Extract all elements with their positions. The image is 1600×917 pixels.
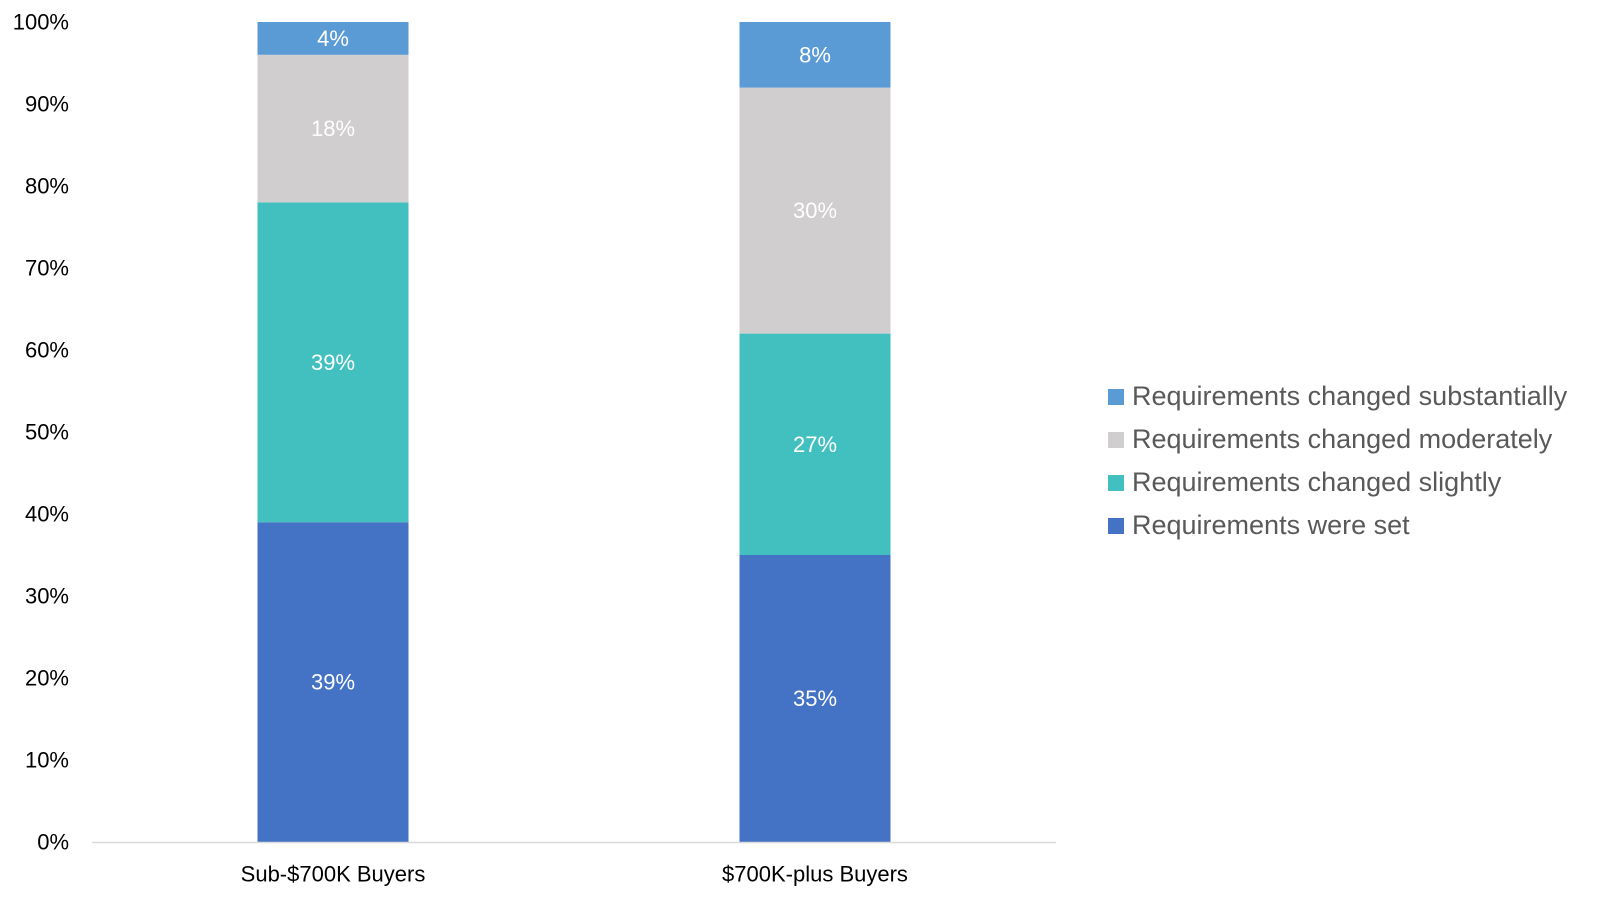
bar-segment	[739, 22, 891, 88]
bar-segment	[257, 202, 409, 523]
legend-item: Requirements changed moderately	[1108, 418, 1567, 461]
bar-segment	[739, 87, 891, 334]
bar-segment	[257, 54, 409, 203]
chart-legend: Requirements changed substantially Requir…	[1108, 375, 1567, 547]
y-tick-label: 50%	[25, 420, 69, 445]
y-tick-label: 70%	[25, 256, 69, 281]
data-label: 39%	[311, 350, 355, 375]
legend-label: Requirements changed substantially	[1132, 381, 1568, 411]
y-tick-label: 80%	[25, 174, 69, 199]
y-tick-label: 40%	[25, 502, 69, 527]
legend-label: Requirements changed moderately	[1132, 424, 1553, 454]
bar-segment	[257, 22, 409, 55]
y-tick-label: 20%	[25, 666, 69, 691]
legend-item: Requirements were set	[1108, 504, 1567, 547]
bar-segment	[739, 555, 891, 842]
data-label: 39%	[311, 670, 355, 695]
legend-swatch	[1108, 474, 1124, 491]
legend-swatch	[1108, 517, 1124, 534]
y-tick-label: 10%	[25, 748, 69, 773]
y-tick-label: 100%	[13, 10, 69, 35]
legend-label: Requirements changed slightly	[1132, 467, 1502, 497]
bar-segment	[257, 522, 409, 842]
y-tick-label: 90%	[25, 92, 69, 117]
data-label: 4%	[317, 26, 349, 51]
legend-item: Requirements changed substantially	[1108, 375, 1567, 418]
legend-item: Requirements changed slightly	[1108, 461, 1567, 504]
legend-label: Requirements were set	[1132, 510, 1410, 540]
y-tick-label: 0%	[37, 830, 69, 855]
data-label: 18%	[311, 116, 355, 141]
legend-swatch	[1108, 388, 1124, 405]
data-label: 8%	[799, 42, 831, 67]
bar-segment	[739, 333, 891, 555]
data-label: 35%	[793, 686, 837, 711]
data-label: 30%	[793, 198, 837, 223]
y-tick-label: 30%	[25, 584, 69, 609]
y-tick-label: 60%	[25, 338, 69, 363]
x-category-label: $700K-plus Buyers	[722, 862, 908, 887]
legend-swatch	[1108, 431, 1124, 448]
data-label: 27%	[793, 432, 837, 457]
x-category-label: Sub-$700K Buyers	[241, 862, 426, 887]
